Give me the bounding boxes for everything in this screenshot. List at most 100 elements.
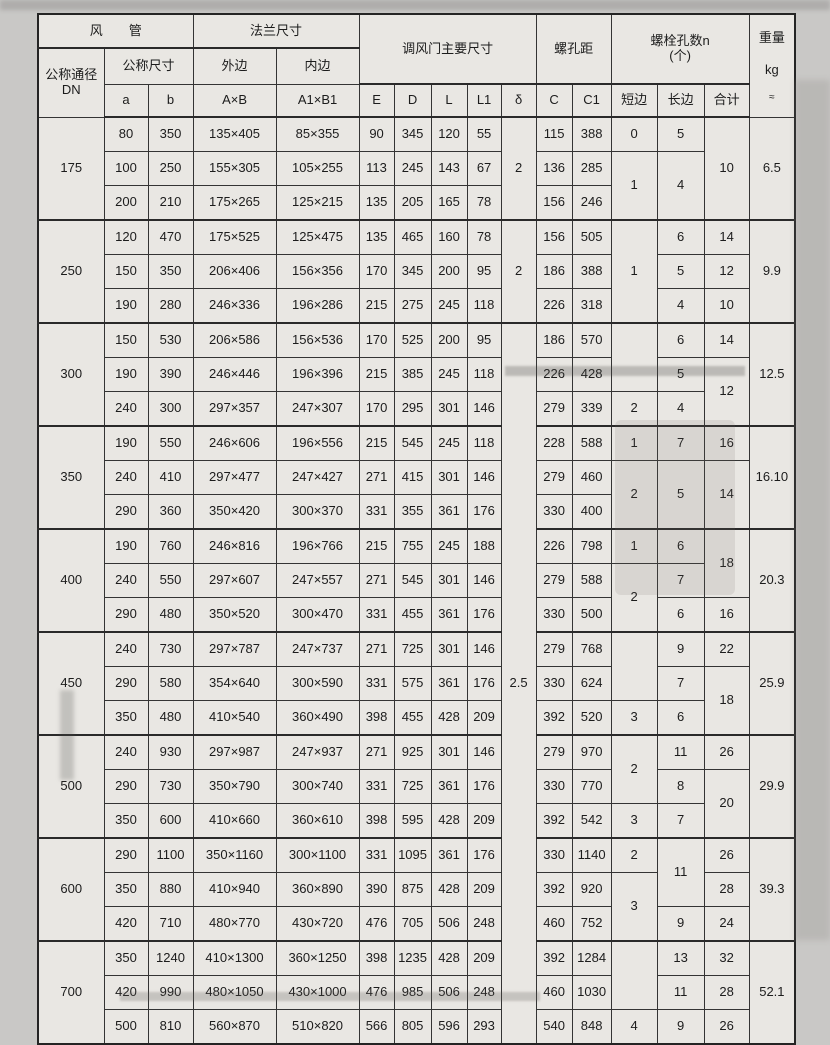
cell-short: 1 [610, 528, 658, 565]
cell-total: 12 [703, 357, 750, 427]
cell-ab: 480×1050 [192, 975, 277, 1011]
cell-c1: 1284 [571, 940, 612, 977]
cell-l: 120 [430, 116, 468, 153]
cell-a: 100 [103, 151, 149, 187]
cell-delta: 2 [500, 219, 537, 324]
cell-c: 330 [535, 837, 573, 874]
cell-c: 279 [535, 460, 573, 496]
cell-c1: 520 [571, 700, 612, 736]
cell-c: 460 [535, 975, 573, 1011]
cell-l: 361 [430, 666, 468, 702]
cell-c: 460 [535, 906, 573, 942]
cell-a1b1: 360×490 [275, 700, 360, 736]
cell-b: 990 [147, 975, 194, 1011]
header-weight-label: 重量 [758, 29, 785, 45]
cell-d: 725 [393, 631, 432, 668]
cell-d: 385 [393, 357, 432, 393]
cell-b: 1240 [147, 940, 194, 977]
cell-c1: 318 [571, 288, 612, 324]
cell-d: 205 [393, 185, 432, 221]
cell-long: 11 [656, 975, 705, 1011]
cell-l1: 118 [466, 288, 502, 324]
cell-a1b1: 196×766 [275, 528, 360, 565]
cell-ab: 297×987 [192, 734, 277, 771]
cell-e: 135 [358, 185, 395, 221]
header-col-long-edge: 长边 [656, 83, 705, 119]
cell-l1: 95 [466, 254, 502, 290]
cell-l: 428 [430, 803, 468, 839]
cell-l: 245 [430, 425, 468, 462]
cell-short: 1 [610, 219, 658, 324]
cell-a: 150 [103, 254, 149, 290]
cell-c: 330 [535, 494, 573, 530]
cell-l1: 209 [466, 940, 502, 977]
cell-a1b1: 300×470 [275, 597, 360, 633]
cell-ab: 410×1300 [192, 940, 277, 977]
cell-b: 550 [147, 425, 194, 462]
cell-a: 420 [103, 906, 149, 942]
cell-d: 1235 [393, 940, 432, 977]
cell-long: 9 [656, 631, 705, 668]
cell-c: 186 [535, 322, 573, 359]
cell-c1: 400 [571, 494, 612, 530]
header-wind-pipe: 风 管 [37, 13, 194, 49]
cell-b: 390 [147, 357, 194, 393]
cell-c: 540 [535, 1009, 573, 1045]
cell-e: 476 [358, 975, 395, 1011]
cell-total: 18 [703, 666, 750, 736]
cell-l: 596 [430, 1009, 468, 1045]
header-flange-size: 法兰尺寸 [192, 13, 360, 49]
cell-l1: 67 [466, 151, 502, 187]
cell-e: 170 [358, 391, 395, 427]
cell-c: 156 [535, 219, 573, 256]
cell-ab: 135×405 [192, 116, 277, 153]
cell-long: 7 [656, 425, 705, 462]
cell-weight: 9.9 [748, 219, 796, 324]
header-col-c: C [535, 83, 573, 119]
cell-a1b1: 196×396 [275, 357, 360, 393]
cell-a1b1: 300×590 [275, 666, 360, 702]
cell-a1b1: 247×427 [275, 460, 360, 496]
cell-b: 600 [147, 803, 194, 839]
cell-ab: 480×770 [192, 906, 277, 942]
cell-a: 500 [103, 1009, 149, 1045]
cell-l1: 209 [466, 872, 502, 908]
cell-e: 113 [358, 151, 395, 187]
cell-long: 6 [656, 700, 705, 736]
cell-dn: 700 [37, 940, 105, 1045]
cell-ab: 350×520 [192, 597, 277, 633]
cell-a: 350 [103, 940, 149, 977]
cell-a: 190 [103, 425, 149, 462]
cell-a1b1: 430×720 [275, 906, 360, 942]
cell-dn: 500 [37, 734, 105, 839]
cell-long: 8 [656, 769, 705, 805]
cell-c1: 848 [571, 1009, 612, 1045]
cell-c1: 1140 [571, 837, 612, 874]
cell-l: 245 [430, 357, 468, 393]
cell-c1: 798 [571, 528, 612, 565]
header-col-delta: δ [500, 83, 537, 119]
cell-total: 28 [703, 872, 750, 908]
cell-a: 420 [103, 975, 149, 1011]
cell-ab: 297×477 [192, 460, 277, 496]
cell-e: 271 [358, 734, 395, 771]
cell-l1: 209 [466, 700, 502, 736]
cell-dn: 600 [37, 837, 105, 942]
cell-l1: 293 [466, 1009, 502, 1045]
cell-c1: 768 [571, 631, 612, 668]
cell-d: 875 [393, 872, 432, 908]
cell-b: 360 [147, 494, 194, 530]
cell-d: 755 [393, 528, 432, 565]
cell-short: 3 [610, 700, 658, 736]
cell-long: 4 [656, 151, 705, 221]
header-col-b: b [147, 83, 194, 119]
cell-c1: 428 [571, 357, 612, 393]
cell-c: 226 [535, 288, 573, 324]
cell-a1b1: 156×356 [275, 254, 360, 290]
cell-l1: 95 [466, 322, 502, 359]
cell-c: 115 [535, 116, 573, 153]
cell-l: 428 [430, 872, 468, 908]
cell-l: 361 [430, 494, 468, 530]
cell-l1: 176 [466, 837, 502, 874]
